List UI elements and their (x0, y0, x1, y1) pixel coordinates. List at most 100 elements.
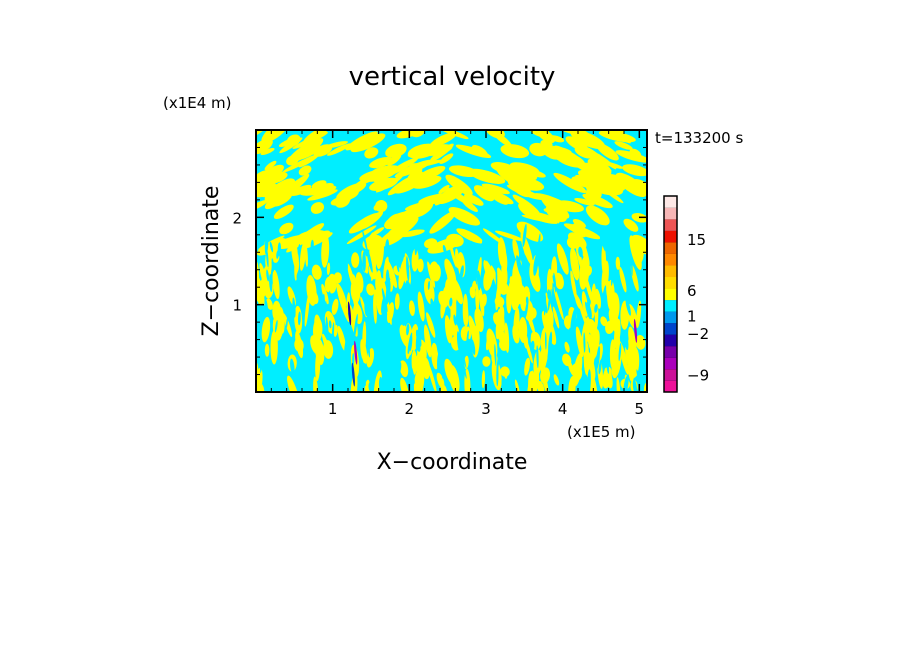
positive-region (585, 187, 602, 200)
positive-region (309, 290, 319, 305)
positive-region (370, 236, 383, 250)
strong-filament (351, 362, 355, 387)
negative-filament (368, 382, 373, 392)
positive-region (360, 211, 384, 230)
negative-filament (365, 294, 370, 311)
negative-filament (427, 280, 430, 290)
positive-region (407, 143, 438, 159)
negative-filament (578, 246, 583, 258)
positive-region (525, 310, 534, 322)
colorbar-frame (663, 195, 678, 393)
positive-region (322, 333, 331, 355)
positive-region (566, 236, 580, 249)
x-tick-label: 2 (405, 400, 415, 418)
positive-region (497, 327, 506, 346)
y-tick-label: 1 (232, 297, 242, 315)
positive-region (568, 376, 576, 392)
positive-region (326, 143, 352, 156)
positive-region (502, 168, 531, 184)
negative-filament (296, 271, 300, 281)
positive-region (440, 286, 448, 319)
velocity-field (256, 130, 647, 392)
negative-filament (411, 367, 415, 384)
positive-region (536, 130, 555, 143)
negative-filament (625, 297, 631, 316)
negative-filament (616, 231, 623, 253)
positive-region (417, 258, 424, 273)
negative-filament (476, 270, 481, 291)
positive-region (260, 147, 275, 156)
positive-region (436, 372, 445, 389)
positive-region (609, 339, 616, 369)
negative-filament (395, 328, 400, 348)
positive-region (364, 147, 379, 159)
negative-filament (544, 332, 547, 350)
positive-region (424, 324, 432, 358)
positive-region (311, 264, 322, 280)
positive-region (552, 306, 560, 329)
positive-region (291, 144, 321, 161)
positive-region (313, 376, 319, 392)
positive-region (373, 293, 377, 324)
negative-filament (636, 369, 644, 392)
positive-region (295, 330, 304, 359)
positive-region (575, 326, 584, 358)
positive-region (570, 270, 577, 300)
positive-region (540, 146, 579, 164)
positive-region (630, 264, 639, 292)
positive-region (583, 270, 594, 305)
positive-region (516, 221, 544, 242)
positive-region (326, 262, 331, 276)
negative-filament (414, 238, 418, 256)
y-axis: 12 (232, 146, 647, 376)
colorbar-label: −9 (687, 366, 709, 384)
positive-region (481, 370, 486, 389)
negative-filament (470, 240, 474, 263)
negative-filament (269, 241, 274, 253)
positive-region (429, 143, 454, 162)
positive-region (564, 341, 570, 353)
positive-region (504, 368, 508, 379)
x-tick-label: 4 (558, 400, 568, 418)
positive-region (304, 293, 310, 327)
negative-filament (529, 285, 533, 295)
negative-filament (274, 320, 278, 333)
positive-region (392, 206, 426, 232)
positive-region (429, 211, 456, 234)
positive-region (411, 248, 419, 272)
positive-region (257, 184, 284, 198)
positive-region (330, 196, 351, 206)
positive-region (413, 366, 425, 392)
positive-region (473, 185, 495, 202)
positive-region (264, 343, 270, 357)
negative-filament (583, 332, 586, 353)
positive-region (407, 171, 424, 180)
positive-region (553, 374, 560, 386)
negative-filament (626, 232, 630, 254)
colorbar-level (664, 196, 677, 208)
negative-filament (263, 364, 269, 384)
negative-filament (344, 332, 349, 357)
positive-region (256, 367, 263, 392)
positive-region (623, 218, 639, 232)
positive-region (625, 344, 638, 377)
colorbar-level (664, 299, 677, 312)
positive-region (310, 335, 321, 355)
positive-region (574, 293, 581, 309)
negative-filament (533, 253, 539, 276)
positive-region (518, 202, 540, 220)
positive-region (615, 256, 621, 270)
colorbar-level (664, 334, 677, 347)
y-axis-label: Z−coordinate (199, 186, 224, 337)
positive-region (429, 261, 438, 277)
positive-region (350, 371, 358, 392)
negative-filament (536, 233, 541, 259)
colorbar-level (664, 288, 677, 301)
positive-region (601, 260, 609, 295)
positive-region (327, 273, 337, 294)
positive-region (643, 382, 647, 392)
positive-region (602, 161, 624, 169)
positive-region (435, 130, 469, 140)
positive-region (589, 337, 595, 364)
positive-region (490, 265, 501, 292)
